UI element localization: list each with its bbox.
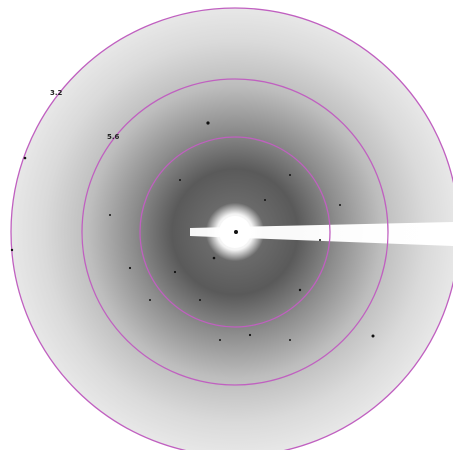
page: 3.2 5.6 (() => { const data = JSON.parse… (0, 0, 453, 450)
ring-label: 5.6 (107, 133, 120, 141)
ring-label: 3.2 (50, 89, 63, 97)
diffraction-image: 3.2 5.6 (0, 0, 453, 450)
